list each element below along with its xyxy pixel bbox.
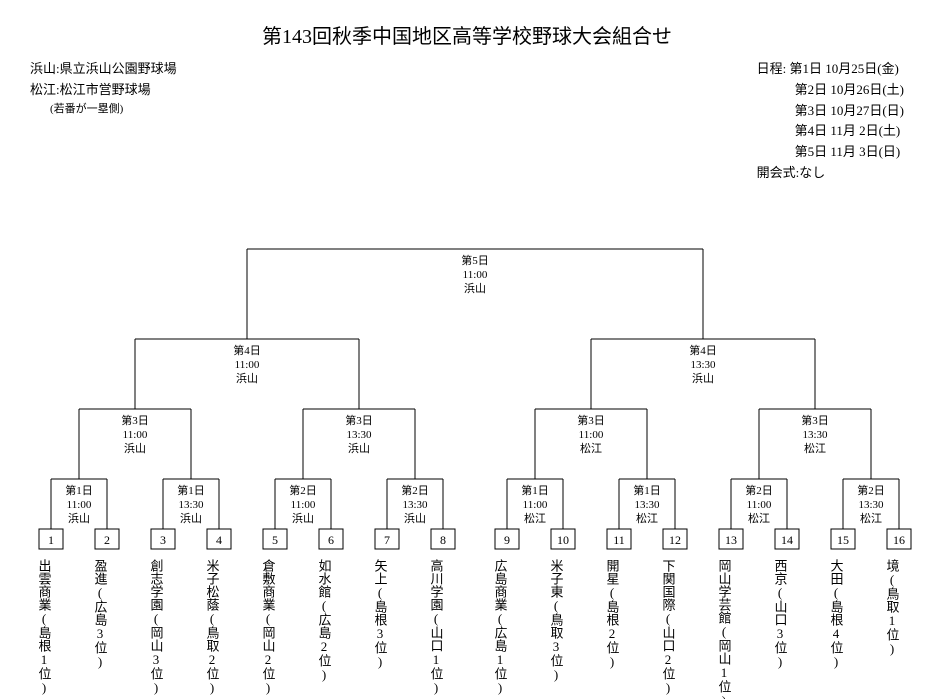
svg-text:3: 3 <box>160 533 166 547</box>
svg-text:浜山: 浜山 <box>348 442 370 455</box>
svg-text:出雲商業(島根1位): 出雲商業(島根1位) <box>37 559 52 695</box>
svg-text:盈進(広島3位): 盈進(広島3位) <box>93 559 108 669</box>
svg-text:第2日: 第2日 <box>857 483 885 497</box>
svg-text:第2日: 第2日 <box>401 483 429 497</box>
svg-text:11:00: 11:00 <box>747 499 772 511</box>
svg-text:11: 11 <box>613 533 625 547</box>
svg-text:第3日: 第3日 <box>801 413 829 427</box>
svg-text:浜山: 浜山 <box>236 372 258 385</box>
svg-text:11:00: 11:00 <box>579 429 604 441</box>
svg-text:11:00: 11:00 <box>291 499 316 511</box>
svg-text:開星(島根2位): 開星(島根2位) <box>605 559 620 669</box>
svg-text:境(鳥取1位): 境(鳥取1位) <box>885 559 900 656</box>
svg-text:8: 8 <box>440 533 446 547</box>
svg-text:松江: 松江 <box>524 511 546 525</box>
info-bar: 浜山:県立浜山公園野球場 松江:松江市営野球場 (若番が一塁側) 日程: 第1日… <box>0 59 934 189</box>
svg-text:13:30: 13:30 <box>802 429 828 441</box>
svg-text:第5日: 第5日 <box>461 253 489 267</box>
svg-text:6: 6 <box>328 533 334 547</box>
svg-text:第1日: 第1日 <box>521 483 549 497</box>
page-title: 第143回秋季中国地区高等学校野球大会組合せ <box>0 0 934 59</box>
svg-text:高川学園(山口1位): 高川学園(山口1位) <box>429 558 444 695</box>
svg-text:創志学園(岡山3位): 創志学園(岡山3位) <box>149 559 164 695</box>
svg-text:13: 13 <box>725 533 737 547</box>
svg-text:浜山: 浜山 <box>68 512 90 525</box>
venue-name: 県立浜山公園野球場 <box>60 61 177 76</box>
svg-text:9: 9 <box>504 533 510 547</box>
svg-text:10: 10 <box>557 533 569 547</box>
svg-text:11:00: 11:00 <box>235 359 260 371</box>
svg-text:11:00: 11:00 <box>67 499 92 511</box>
svg-text:第1日: 第1日 <box>177 483 205 497</box>
svg-text:13:30: 13:30 <box>346 429 372 441</box>
svg-text:第1日: 第1日 <box>633 483 661 497</box>
svg-text:5: 5 <box>272 533 278 547</box>
svg-text:如水館(広島2位): 如水館(広島2位) <box>317 558 332 682</box>
svg-text:13:30: 13:30 <box>858 499 884 511</box>
tournament-bracket: 1 出雲商業(島根1位) 2 盈進(広島3位) 3 創志学園(岡山3位) 4 米子松蔭(鳥取2… <box>7 189 927 699</box>
svg-text:7: 7 <box>384 533 390 547</box>
venue-code: 浜山 <box>30 61 56 76</box>
svg-text:1: 1 <box>48 533 54 547</box>
svg-text:第3日: 第3日 <box>577 413 605 427</box>
svg-text:13:30: 13:30 <box>634 499 660 511</box>
svg-text:浜山: 浜山 <box>464 282 486 295</box>
svg-text:浜山: 浜山 <box>292 512 314 525</box>
svg-text:14: 14 <box>781 533 793 547</box>
svg-text:浜山: 浜山 <box>692 372 714 385</box>
svg-text:浜山: 浜山 <box>180 512 202 525</box>
svg-text:松江: 松江 <box>804 441 826 455</box>
svg-text:松江: 松江 <box>860 511 882 525</box>
svg-text:第2日: 第2日 <box>745 483 773 497</box>
svg-text:浜山: 浜山 <box>404 512 426 525</box>
svg-text:松江: 松江 <box>636 511 658 525</box>
venue-name: 松江市営野球場 <box>60 82 151 97</box>
svg-text:15: 15 <box>837 533 849 547</box>
svg-text:2: 2 <box>104 533 110 547</box>
svg-text:第2日: 第2日 <box>289 483 317 497</box>
svg-text:11:00: 11:00 <box>463 269 488 281</box>
venue-code: 松江 <box>30 82 56 97</box>
svg-text:松江: 松江 <box>748 511 770 525</box>
svg-text:松江: 松江 <box>580 441 602 455</box>
venue-note: (若番が一塁側) <box>30 101 177 119</box>
svg-text:倉敷商業(岡山2位): 倉敷商業(岡山2位) <box>261 559 276 695</box>
svg-text:西京(山口3位): 西京(山口3位) <box>773 559 788 669</box>
venue-info: 浜山:県立浜山公園野球場 松江:松江市営野球場 (若番が一塁側) <box>30 59 177 184</box>
svg-text:4: 4 <box>216 533 222 547</box>
svg-text:広島商業(広島1位): 広島商業(広島1位) <box>493 559 508 695</box>
svg-text:大田(島根4位): 大田(島根4位) <box>829 559 844 669</box>
svg-text:第3日: 第3日 <box>345 413 373 427</box>
svg-text:第4日: 第4日 <box>689 343 717 357</box>
svg-text:13:30: 13:30 <box>178 499 204 511</box>
svg-text:米子東(鳥取3位): 米子東(鳥取3位) <box>549 559 564 682</box>
schedule-info: 日程: 第1日 10月25日(金)第2日 10月26日(土)第3日 10月27日… <box>757 59 904 184</box>
svg-text:第3日: 第3日 <box>121 413 149 427</box>
svg-text:11:00: 11:00 <box>123 429 148 441</box>
svg-text:米子松蔭(鳥取2位): 米子松蔭(鳥取2位) <box>205 559 220 695</box>
svg-text:下関国際(山口2位): 下関国際(山口2位) <box>661 559 676 695</box>
svg-text:13:30: 13:30 <box>402 499 428 511</box>
svg-text:13:30: 13:30 <box>690 359 716 371</box>
svg-text:第1日: 第1日 <box>65 483 93 497</box>
svg-text:第4日: 第4日 <box>233 343 261 357</box>
svg-text:矢上(島根3位): 矢上(島根3位) <box>373 559 388 669</box>
svg-text:岡山学芸館(岡山1位): 岡山学芸館(岡山1位) <box>717 559 732 699</box>
svg-text:12: 12 <box>669 533 681 547</box>
svg-text:11:00: 11:00 <box>523 499 548 511</box>
svg-text:16: 16 <box>893 533 905 547</box>
svg-text:浜山: 浜山 <box>124 442 146 455</box>
